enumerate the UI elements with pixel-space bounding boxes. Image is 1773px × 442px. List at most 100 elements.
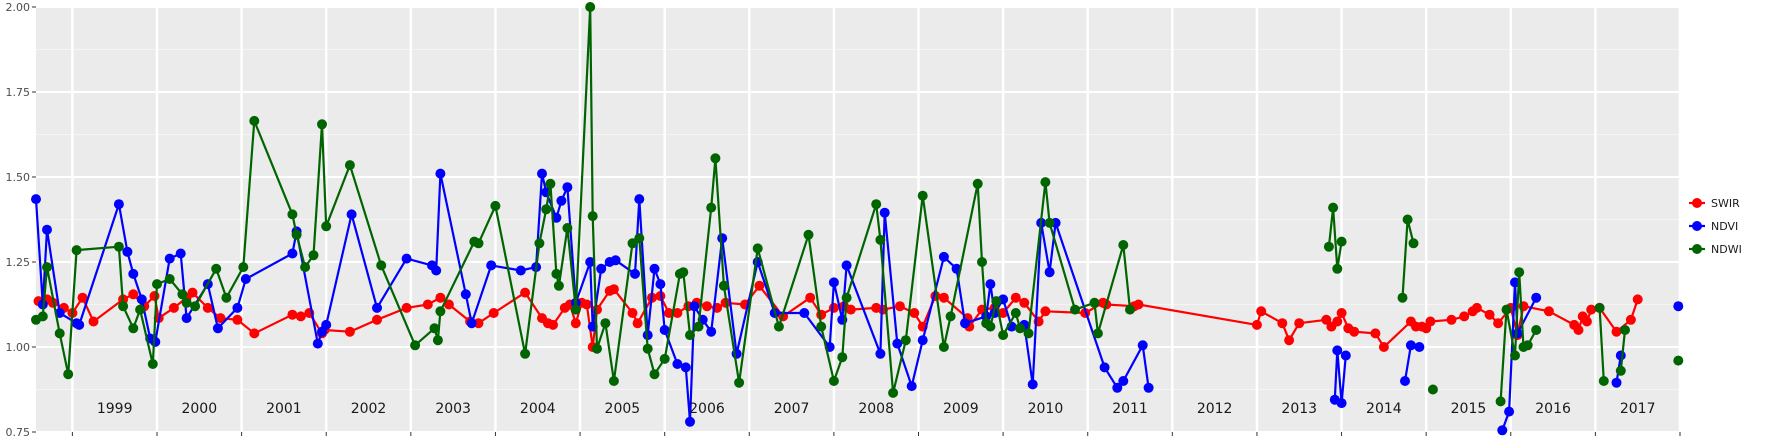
data-point-ndvi: [1414, 342, 1425, 352]
legend-key-ndvi: [1692, 221, 1702, 231]
year-label: 2010: [1028, 401, 1064, 417]
data-point-ndwi: [837, 352, 848, 363]
y-tick-label: 1.25: [6, 256, 31, 269]
data-point-swir: [1284, 335, 1295, 346]
year-label: 2006: [689, 401, 725, 417]
x-axis: [71, 432, 1681, 436]
data-point-ndwi: [1092, 328, 1103, 339]
year-label: 2001: [266, 401, 302, 417]
data-point-ndvi: [634, 194, 645, 205]
data-point-ndwi: [135, 304, 146, 315]
data-point-ndwi: [773, 321, 784, 332]
y-tick-label: 2.00: [6, 1, 31, 14]
data-point-ndvi: [1497, 425, 1508, 436]
year-label: 2012: [1197, 401, 1233, 417]
year-label: 2015: [1451, 401, 1487, 417]
data-point-swir: [249, 328, 260, 339]
data-point-ndwi: [54, 328, 65, 339]
data-point-ndwi: [991, 296, 1002, 307]
data-point-swir: [581, 299, 592, 310]
data-point-ndwi: [1089, 297, 1100, 308]
data-point-ndvi: [1332, 345, 1343, 356]
data-point-ndwi: [321, 221, 332, 232]
data-point-ndvi: [212, 323, 223, 334]
data-point-ndvi: [610, 255, 621, 266]
data-point-ndwi: [1522, 340, 1533, 351]
data-point-ndvi: [596, 263, 607, 274]
data-point-ndwi: [287, 209, 298, 220]
data-point-ndvi: [537, 168, 547, 179]
year-label: 2007: [774, 401, 810, 417]
data-point-ndwi: [587, 211, 598, 222]
data-point-ndvi: [985, 279, 996, 290]
data-point-ndvi: [181, 313, 192, 324]
data-point-ndwi: [985, 321, 996, 332]
data-point-ndwi: [128, 323, 139, 334]
data-point-ndwi: [871, 199, 882, 210]
data-point-ndvi: [1611, 377, 1622, 388]
data-point-ndvi: [875, 348, 886, 359]
data-point-ndwi: [1495, 396, 1506, 407]
data-point-ndwi: [545, 178, 556, 189]
y-tick-label: 0.75: [6, 426, 31, 439]
year-label: 2017: [1620, 401, 1656, 417]
data-point-ndvi: [232, 302, 243, 313]
data-point-ndvi: [680, 362, 691, 373]
data-point-ndwi: [841, 292, 852, 303]
data-point-swir: [520, 287, 531, 298]
legend-key-ndwi: [1692, 244, 1702, 254]
data-point-ndvi: [1336, 398, 1347, 409]
data-point-ndvi: [672, 359, 683, 369]
legend-label: SWIR: [1711, 197, 1740, 210]
data-point-ndwi: [1010, 308, 1021, 318]
data-point-ndwi: [888, 387, 899, 398]
data-point-ndvi: [113, 199, 124, 210]
data-point-swir: [1586, 304, 1597, 315]
data-point-ndwi: [592, 343, 602, 354]
data-point-ndwi: [317, 119, 327, 130]
data-point-swir: [1251, 319, 1262, 330]
data-point-ndwi: [900, 335, 911, 346]
data-point-ndwi: [752, 243, 763, 254]
data-point-ndvi: [938, 251, 949, 262]
data-point-swir: [488, 308, 499, 318]
data-point-swir: [77, 292, 88, 303]
data-point-ndwi: [1427, 384, 1438, 395]
data-point-ndwi: [1397, 292, 1408, 303]
data-point-ndwi: [190, 301, 201, 312]
data-point-ndwi: [706, 202, 717, 213]
data-point-ndwi: [118, 301, 129, 312]
data-point-swir: [372, 314, 382, 325]
data-point-ndwi: [435, 306, 446, 317]
data-point-swir: [1611, 326, 1622, 337]
data-point-ndwi: [945, 311, 956, 322]
data-point-ndwi: [1332, 263, 1343, 274]
data-point-swir: [149, 291, 160, 301]
data-point-swir: [1425, 316, 1436, 327]
data-point-ndwi: [541, 204, 552, 215]
data-point-ndvi: [175, 248, 186, 259]
data-point-ndwi: [410, 340, 421, 351]
data-point-ndwi: [1673, 355, 1684, 366]
data-point-ndvi: [1673, 301, 1684, 312]
data-point-ndwi: [147, 359, 158, 369]
data-point-ndwi: [734, 377, 745, 388]
data-point-ndvi: [136, 294, 147, 305]
year-label: 2002: [351, 401, 387, 417]
data-point-swir: [295, 311, 306, 322]
data-point-swir: [1625, 314, 1636, 325]
data-point-ndvi: [685, 416, 695, 427]
data-point-swir: [828, 302, 839, 313]
data-point-ndwi: [490, 200, 501, 211]
data-point-ndvi: [312, 338, 323, 349]
legend-item-ndwi: NDWI: [1689, 243, 1742, 256]
data-point-ndwi: [649, 369, 660, 380]
data-point-ndwi: [1510, 350, 1520, 361]
data-point-ndvi: [1531, 292, 1542, 303]
year-label: 2011: [1112, 401, 1148, 417]
data-point-ndwi: [1501, 304, 1512, 315]
legend-item-ndvi: NDVI: [1689, 220, 1738, 233]
data-point-ndvi: [128, 268, 139, 279]
data-point-ndwi: [875, 234, 886, 245]
data-point-ndwi: [1598, 376, 1609, 386]
